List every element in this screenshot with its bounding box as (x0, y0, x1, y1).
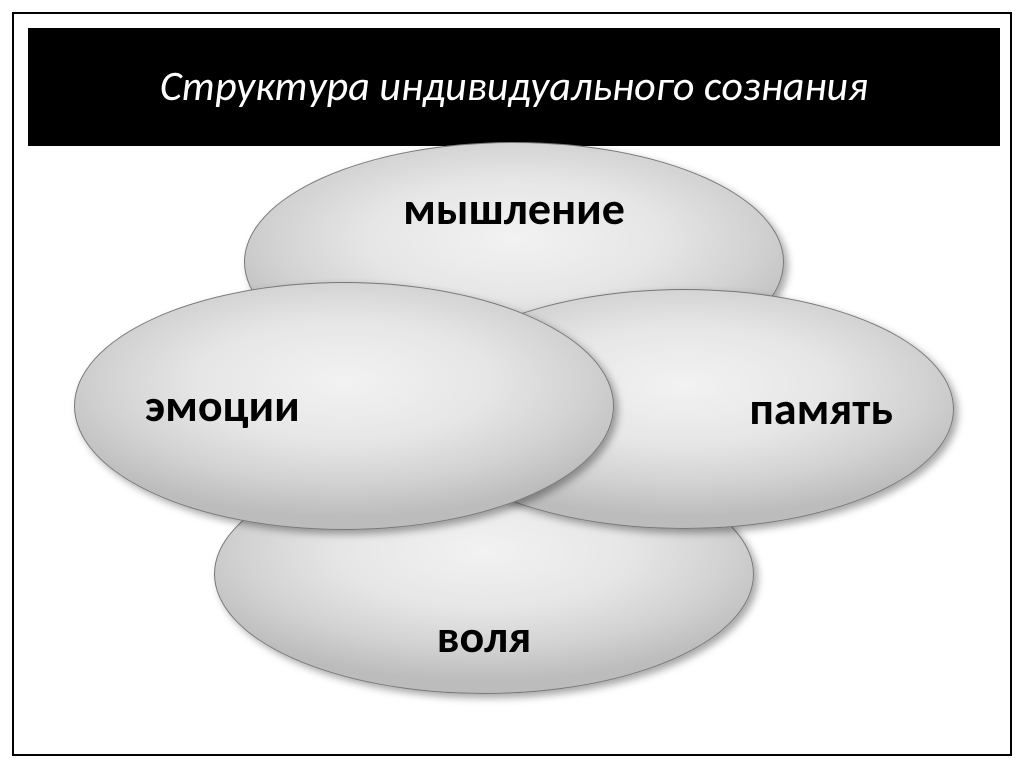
ellipse-emotions-label: эмоции (145, 378, 300, 434)
ellipse-will-label: воля (437, 609, 532, 665)
ellipse-emotions: эмоции (74, 282, 614, 530)
diagram-canvas: мышление воля память эмоции (14, 14, 1014, 758)
slide-frame: Структура индивидуального сознания мышле… (12, 12, 1012, 756)
ellipse-memory-label: память (749, 381, 893, 437)
ellipse-thinking-label: мышление (403, 181, 625, 237)
